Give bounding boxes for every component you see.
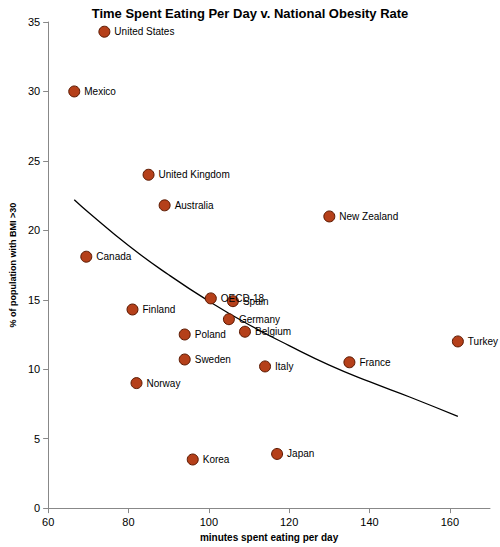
svg-text:Belgium: Belgium — [255, 326, 291, 337]
svg-text:Turkey: Turkey — [468, 336, 498, 347]
svg-text:Spain: Spain — [243, 296, 269, 307]
svg-text:Norway: Norway — [147, 378, 181, 389]
svg-text:France: France — [359, 357, 391, 368]
svg-text:New Zealand: New Zealand — [339, 211, 398, 222]
svg-text:Japan: Japan — [287, 448, 314, 459]
svg-text:100: 100 — [200, 516, 218, 528]
svg-text:% of population with BMI >30: % of population with BMI >30 — [8, 203, 18, 328]
svg-text:20: 20 — [28, 224, 40, 236]
svg-text:120: 120 — [280, 516, 298, 528]
svg-text:15: 15 — [28, 294, 40, 306]
svg-text:30: 30 — [28, 85, 40, 97]
svg-text:Sweden: Sweden — [195, 354, 231, 365]
svg-text:0: 0 — [34, 502, 40, 514]
svg-text:Mexico: Mexico — [84, 86, 116, 97]
svg-text:10: 10 — [28, 363, 40, 375]
svg-text:United States: United States — [114, 26, 174, 37]
svg-text:80: 80 — [122, 516, 134, 528]
svg-text:Poland: Poland — [195, 329, 226, 340]
svg-text:60: 60 — [42, 516, 54, 528]
svg-text:Korea: Korea — [203, 454, 230, 465]
svg-text:35: 35 — [28, 16, 40, 28]
svg-text:140: 140 — [360, 516, 378, 528]
svg-text:Australia: Australia — [175, 200, 214, 211]
svg-text:United Kingdom: United Kingdom — [159, 169, 230, 180]
svg-text:Time Spent Eating Per Day v. N: Time Spent Eating Per Day v. National Ob… — [92, 6, 409, 21]
svg-text:5: 5 — [34, 433, 40, 445]
svg-text:160: 160 — [441, 516, 459, 528]
svg-text:25: 25 — [28, 155, 40, 167]
svg-text:Germany: Germany — [239, 314, 280, 325]
svg-text:minutes spent eating per day: minutes spent eating per day — [200, 532, 339, 543]
svg-text:Finland: Finland — [142, 304, 175, 315]
svg-text:Italy: Italy — [275, 361, 293, 372]
svg-text:Canada: Canada — [96, 251, 131, 262]
